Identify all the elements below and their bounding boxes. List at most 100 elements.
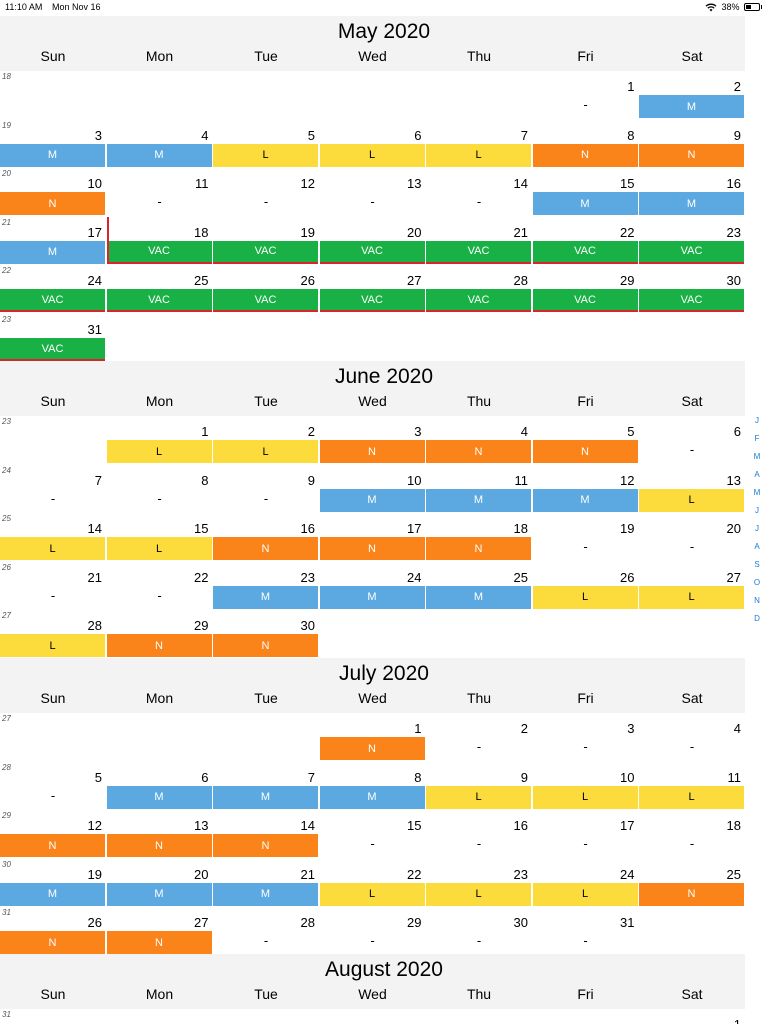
shift-m-bar[interactable]: M <box>532 192 638 216</box>
day-cell[interactable]: 11 M <box>426 465 532 513</box>
shift-l-bar[interactable]: L <box>532 882 638 906</box>
day-cell[interactable]: 30 VAC <box>639 265 745 313</box>
shift-n-bar[interactable]: N <box>106 834 212 858</box>
shift-l-bar[interactable]: L <box>426 882 531 906</box>
day-cell[interactable]: 1 <box>639 1009 745 1024</box>
day-cell[interactable]: 10 L <box>532 762 639 810</box>
shift-l-bar[interactable]: L <box>213 143 318 167</box>
month-index-item[interactable]: F <box>754 434 760 443</box>
calendar-scroll-view[interactable]: May 2020 Sun Mon Tue Wed Thu Fri Sat 18 1-2 M 19 3 M 4… <box>0 16 745 1024</box>
month-index-item[interactable]: D <box>754 614 760 623</box>
day-cell[interactable]: 16 N <box>213 513 319 561</box>
shift-m-bar[interactable]: M <box>0 240 105 264</box>
shift-n-bar[interactable]: N <box>0 931 105 955</box>
shift-vac-bar[interactable]: VAC <box>639 240 744 264</box>
shift-n-bar[interactable]: N <box>426 440 531 463</box>
day-cell[interactable]: 1- <box>533 71 639 119</box>
shift-vac-bar[interactable]: VAC <box>319 240 425 264</box>
day-cell[interactable]: 9- <box>213 465 319 513</box>
day-cell[interactable]: 24 L <box>532 859 639 907</box>
month-index-item[interactable]: J <box>755 416 759 425</box>
shift-m-bar[interactable]: M <box>426 488 531 512</box>
day-cell[interactable]: 27 VAC <box>319 265 426 313</box>
day-cell[interactable]: 16 M <box>639 168 745 216</box>
shift-l-bar[interactable]: L <box>426 143 531 167</box>
day-cell[interactable]: 14 L <box>0 513 106 561</box>
shift-vac-bar[interactable]: VAC <box>532 289 638 313</box>
shift-m-bar[interactable]: M <box>213 882 318 906</box>
day-cell[interactable]: 20 VAC <box>319 217 426 265</box>
month-index-item[interactable]: S <box>754 560 760 569</box>
day-cell[interactable]: 24 M <box>319 562 426 610</box>
day-cell[interactable]: 23 L <box>426 859 532 907</box>
day-cell[interactable]: 29 VAC <box>532 265 639 313</box>
day-cell[interactable]: 31 VAC <box>0 314 106 362</box>
month-index-item[interactable]: J <box>755 506 759 515</box>
shift-m-bar[interactable]: M <box>106 882 212 906</box>
shift-l-bar[interactable]: L <box>532 585 638 609</box>
day-cell[interactable]: 22 L <box>319 859 426 907</box>
day-cell[interactable]: 19 - <box>533 513 639 561</box>
shift-l-bar[interactable]: L <box>0 634 105 658</box>
shift-vac-bar[interactable]: VAC <box>426 289 531 313</box>
shift-l-bar[interactable]: L <box>319 882 425 906</box>
shift-vac-bar[interactable]: VAC <box>213 289 318 313</box>
shift-n-bar[interactable]: N <box>0 192 105 216</box>
day-cell[interactable]: 8- <box>107 465 213 513</box>
month-index-item[interactable]: J <box>755 524 759 533</box>
day-cell[interactable]: 13 N <box>106 810 213 858</box>
day-cell[interactable]: 21 M <box>213 859 319 907</box>
shift-n-bar[interactable]: N <box>0 834 105 858</box>
day-cell[interactable]: 13 - <box>320 168 426 216</box>
shift-m-bar[interactable]: M <box>0 882 105 906</box>
day-cell[interactable]: 27 L <box>639 562 745 610</box>
day-cell[interactable]: 23 M <box>213 562 319 610</box>
month-index-item[interactable]: A <box>754 542 760 551</box>
day-cell[interactable]: 27 N <box>106 907 213 955</box>
shift-l-bar[interactable]: L <box>532 785 638 809</box>
shift-n-bar[interactable]: N <box>532 440 638 463</box>
shift-m-bar[interactable]: M <box>426 585 531 609</box>
shift-n-bar[interactable]: N <box>639 143 744 167</box>
shift-l-bar[interactable]: L <box>106 440 212 463</box>
day-cell[interactable]: 3- <box>533 713 639 761</box>
shift-n-bar[interactable]: N <box>426 537 531 561</box>
day-cell[interactable]: 29 N <box>106 610 213 658</box>
day-cell[interactable]: 28 VAC <box>426 265 532 313</box>
shift-m-bar[interactable]: M <box>0 143 105 167</box>
day-cell[interactable]: 26 L <box>532 562 639 610</box>
day-cell[interactable]: 16 - <box>426 810 532 858</box>
shift-vac-bar[interactable]: VAC <box>532 240 638 264</box>
day-cell[interactable]: 22 VAC <box>532 217 639 265</box>
day-cell[interactable]: 20 M <box>106 859 213 907</box>
day-cell[interactable]: 21 VAC <box>426 217 532 265</box>
day-cell[interactable]: 17 N <box>319 513 426 561</box>
day-cell[interactable]: 11 - <box>107 168 213 216</box>
day-cell[interactable]: 11 L <box>639 762 745 810</box>
month-index-item[interactable]: N <box>754 596 760 605</box>
shift-vac-bar[interactable]: VAC <box>106 240 212 264</box>
day-cell[interactable]: 26 VAC <box>213 265 319 313</box>
day-cell[interactable]: 6- <box>639 416 745 464</box>
day-cell[interactable]: 23 VAC <box>639 217 745 265</box>
day-cell[interactable]: 28 L <box>0 610 106 658</box>
month-index-item[interactable]: M <box>753 488 761 497</box>
shift-l-bar[interactable]: L <box>213 440 318 463</box>
day-cell[interactable]: 15 M <box>532 168 639 216</box>
day-cell[interactable]: 24 VAC <box>0 265 106 313</box>
day-cell[interactable]: 25 N <box>639 859 745 907</box>
day-cell[interactable]: 25 M <box>426 562 532 610</box>
day-cell[interactable]: 22 - <box>107 562 213 610</box>
day-cell[interactable]: 14 - <box>426 168 532 216</box>
